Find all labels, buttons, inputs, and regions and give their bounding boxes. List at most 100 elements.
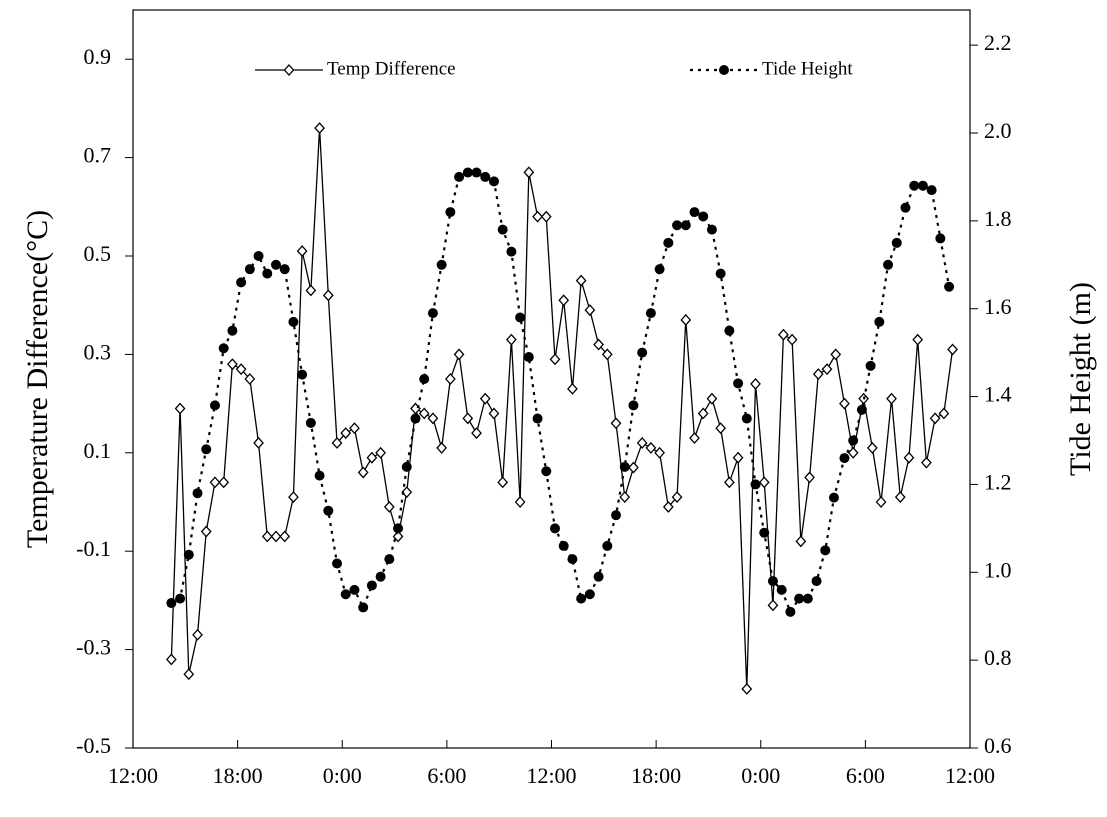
x-tick-label: 12:00	[108, 763, 158, 788]
data-point	[724, 325, 735, 336]
y-tick-label: 0.9	[84, 44, 112, 69]
data-point	[227, 358, 238, 371]
data-point	[750, 377, 761, 390]
data-point	[427, 308, 438, 319]
data-point	[383, 500, 395, 513]
data-point	[628, 461, 639, 474]
data-point	[384, 554, 395, 565]
y-tick-label: 0.5	[84, 241, 112, 266]
data-point	[698, 211, 709, 222]
data-point	[323, 505, 334, 516]
data-point	[253, 436, 264, 449]
data-point	[601, 348, 613, 361]
data-point	[786, 333, 798, 346]
x-tick-label: 18:00	[213, 763, 263, 788]
data-point	[886, 392, 897, 405]
data-point	[848, 435, 859, 446]
data-point	[847, 446, 859, 459]
data-point	[778, 328, 789, 341]
x-tick-label: 6:00	[427, 763, 466, 788]
data-point	[645, 308, 656, 319]
data-point	[645, 441, 657, 454]
data-point	[741, 413, 752, 424]
y2-tick-label: 1.6	[984, 294, 1012, 319]
data-point	[427, 412, 439, 425]
data-point	[584, 589, 595, 600]
data-point	[419, 374, 430, 384]
data-point	[758, 476, 770, 489]
data-point	[235, 363, 247, 376]
data-point	[935, 233, 946, 244]
data-point	[706, 392, 718, 405]
data-point	[593, 571, 604, 582]
data-point	[288, 316, 299, 327]
data-point	[750, 479, 761, 490]
data-point	[332, 558, 343, 569]
data-point	[680, 313, 692, 326]
data-point	[514, 496, 526, 508]
x-tick-label: 18:00	[631, 763, 681, 788]
data-point	[444, 373, 456, 385]
data-point	[593, 338, 604, 351]
data-point	[549, 353, 561, 366]
data-point	[549, 523, 560, 534]
data-point	[680, 220, 691, 231]
data-point	[366, 580, 377, 591]
data-point	[236, 277, 247, 288]
legend-marker	[283, 64, 295, 76]
data-point	[938, 407, 950, 420]
data-point	[828, 492, 839, 503]
data-point	[366, 451, 378, 464]
data-point	[462, 167, 473, 178]
data-point	[375, 571, 386, 582]
data-point	[314, 470, 325, 481]
data-point	[497, 224, 508, 235]
data-point	[314, 122, 325, 135]
data-point	[776, 584, 787, 595]
data-point	[602, 540, 613, 551]
y2-tick-label: 1.2	[984, 469, 1012, 494]
data-point	[270, 259, 281, 270]
data-point	[944, 281, 955, 292]
data-point	[523, 352, 534, 363]
data-point	[689, 207, 700, 218]
data-point	[175, 593, 186, 604]
data-point	[636, 436, 648, 449]
data-point	[820, 545, 831, 556]
data-point	[244, 373, 256, 385]
data-point	[192, 488, 203, 499]
data-point	[732, 451, 744, 464]
data-point	[865, 360, 876, 371]
data-point	[480, 171, 491, 182]
data-point	[471, 167, 482, 178]
y2-tick-label: 0.6	[984, 733, 1012, 758]
data-point	[567, 554, 578, 565]
data-point	[279, 264, 290, 275]
data-point	[540, 210, 552, 223]
data-point	[488, 176, 499, 187]
data-point	[875, 496, 887, 508]
data-point	[201, 444, 212, 455]
data-point	[802, 593, 813, 604]
data-point	[654, 446, 665, 459]
data-point	[209, 400, 220, 411]
data-point	[515, 312, 526, 323]
data-point	[903, 451, 915, 464]
data-point	[523, 166, 535, 179]
data-point	[297, 369, 308, 380]
data-point	[322, 289, 334, 302]
data-point	[671, 491, 683, 504]
y-tick-label: -0.1	[76, 536, 111, 561]
data-point	[723, 476, 735, 489]
data-point	[401, 486, 413, 499]
data-point	[912, 333, 924, 346]
data-point	[733, 378, 744, 389]
data-point	[663, 237, 674, 248]
legend-marker	[719, 65, 729, 75]
data-point	[767, 576, 778, 587]
data-point	[349, 422, 360, 435]
data-point	[917, 180, 928, 191]
data-point	[462, 412, 474, 425]
y2-tick-label: 1.8	[984, 206, 1012, 231]
data-point	[218, 343, 229, 354]
